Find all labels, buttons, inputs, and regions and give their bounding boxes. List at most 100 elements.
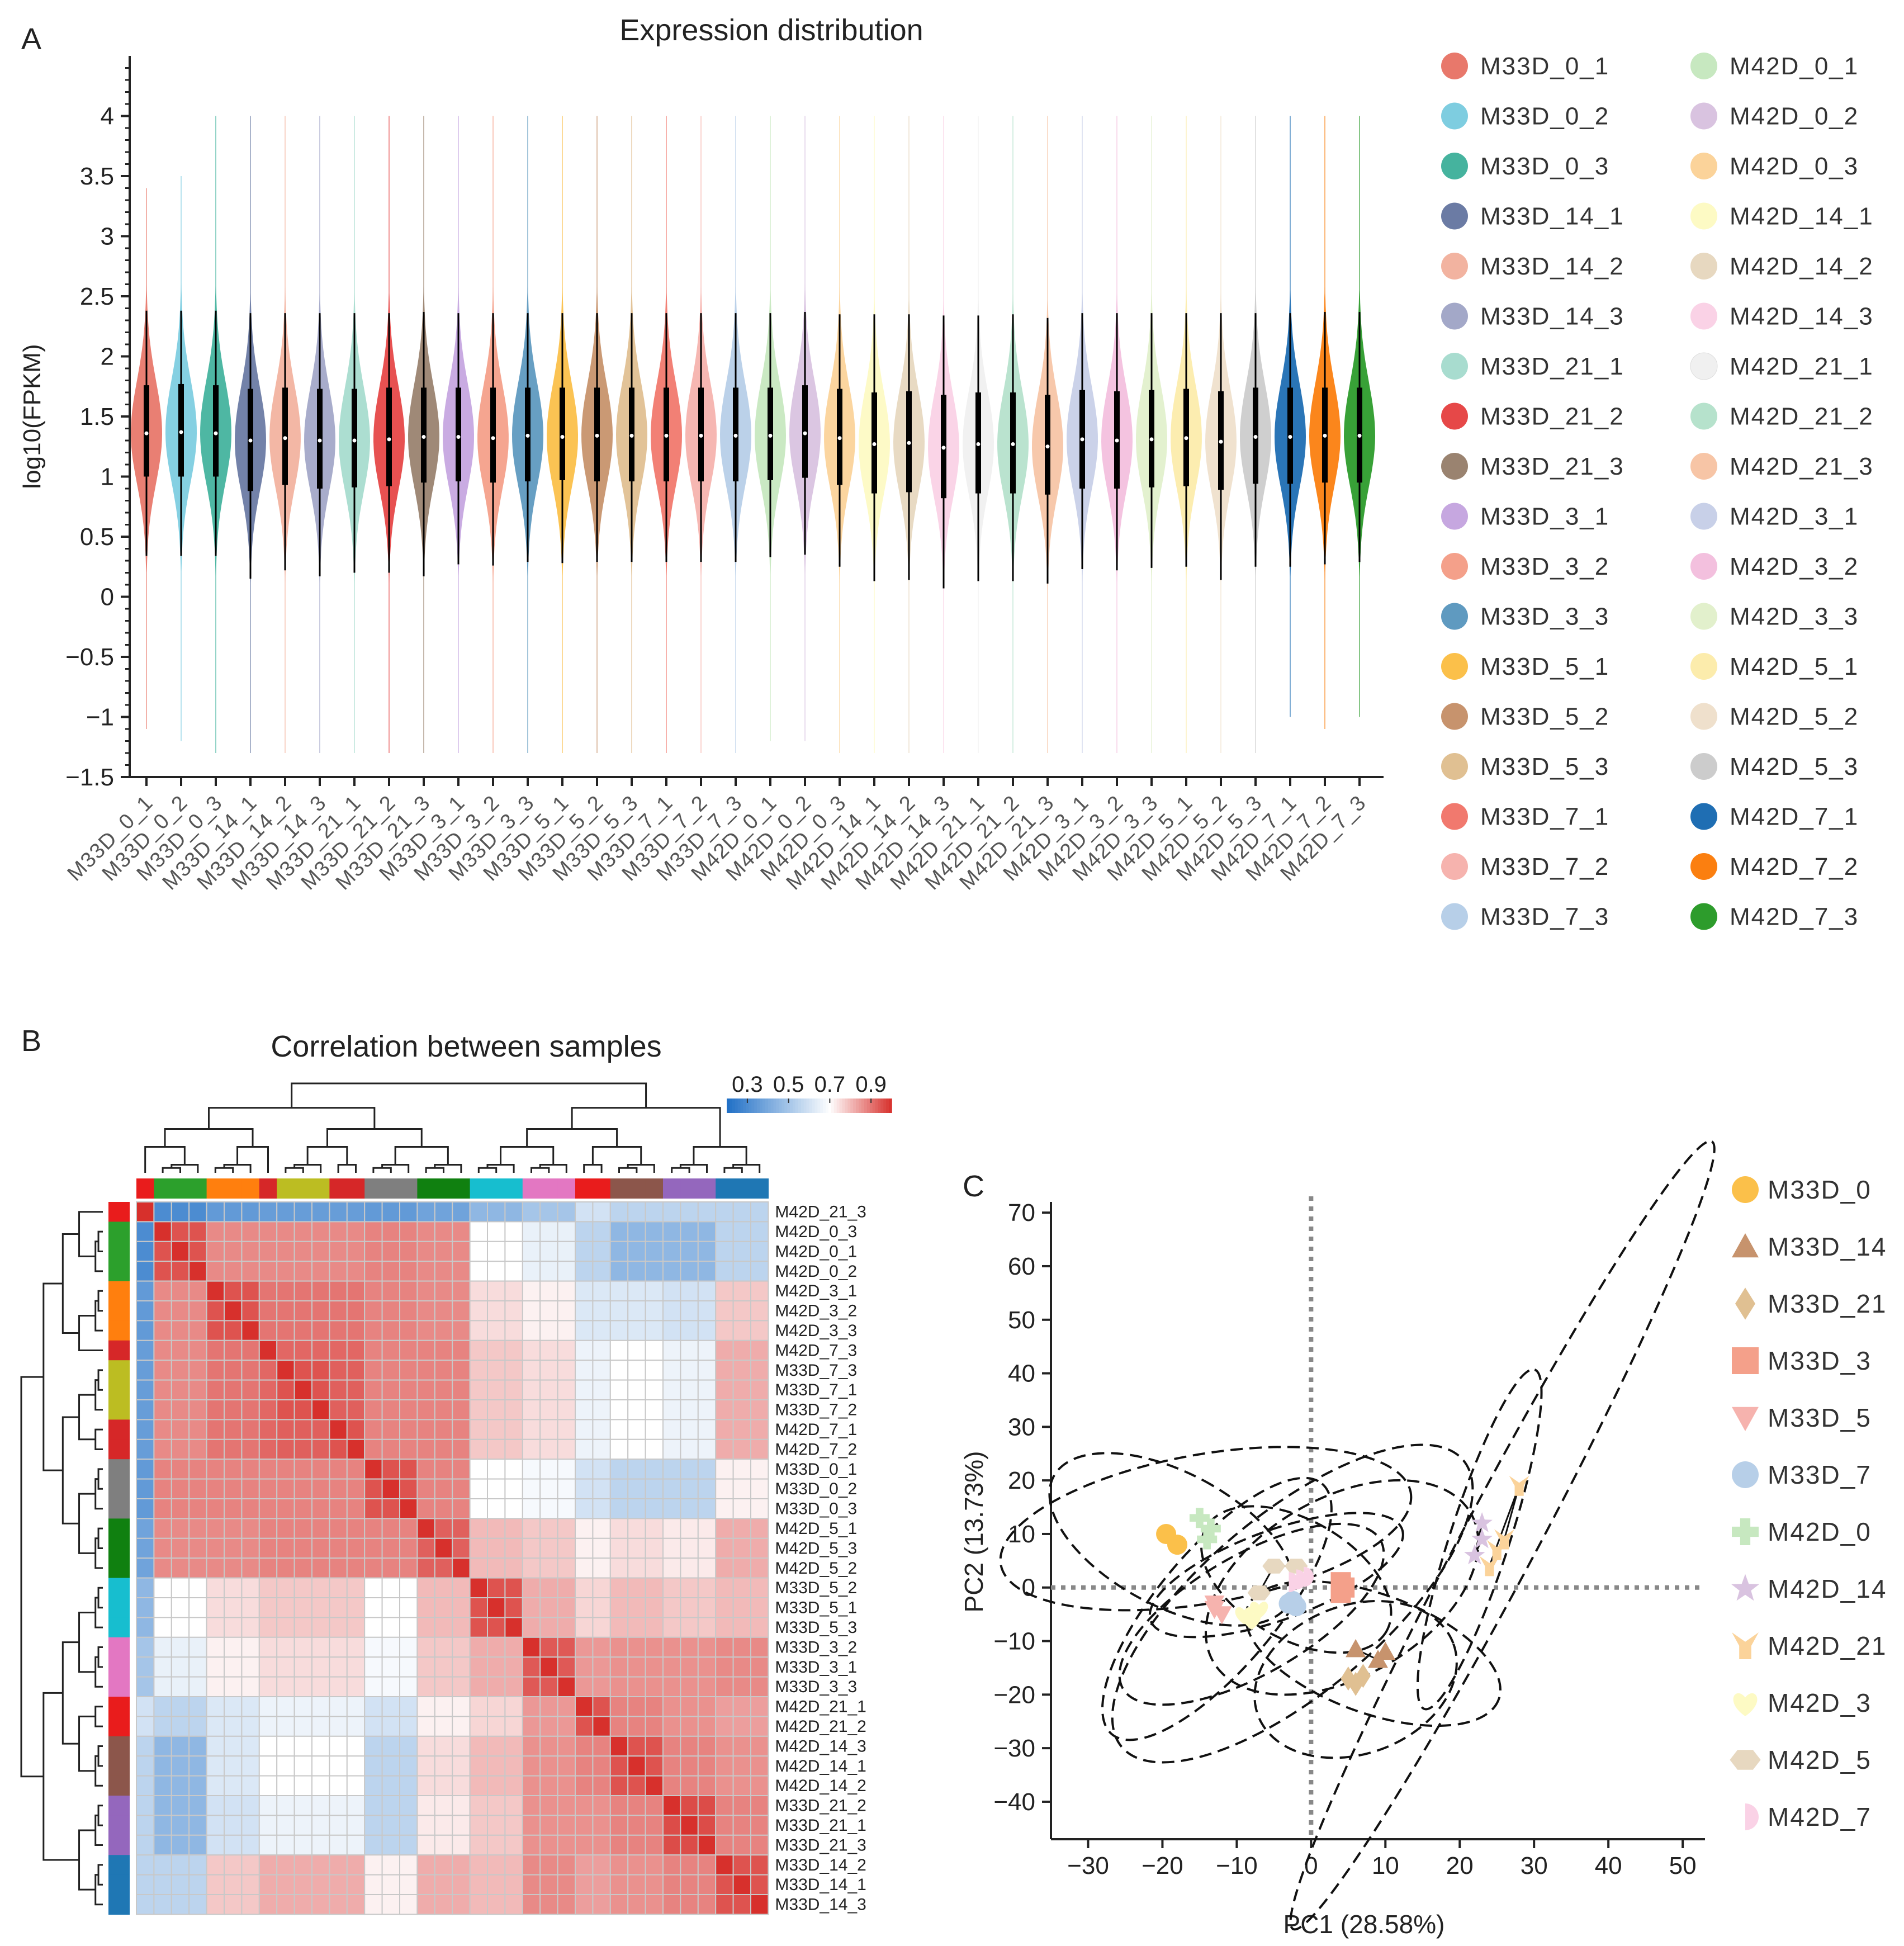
heatmap-cell	[487, 1419, 506, 1440]
violin-chart-title: Expression distribution	[619, 13, 923, 47]
colorbar-segment	[886, 1099, 889, 1113]
heatmap-cell	[153, 1240, 172, 1262]
pca-legend-marker-m33d-3	[1732, 1347, 1759, 1374]
heatmap-cell	[662, 1696, 681, 1717]
pca-x-axis-label: PC1 (28.58%)	[1283, 1910, 1445, 1939]
heatmap-cell	[627, 1240, 646, 1262]
heatmap-cell	[381, 1438, 400, 1460]
heatmap-cell	[276, 1498, 295, 1519]
heatmap-cell	[329, 1518, 348, 1539]
heatmap-cell	[381, 1478, 400, 1500]
legend-label-m33d-7-2: M33D_7_2	[1480, 853, 1609, 880]
heatmap-cell	[170, 1498, 190, 1519]
heatmap-cell	[293, 1735, 312, 1757]
heatmap-cell	[680, 1597, 699, 1618]
heatmap-cell	[224, 1656, 243, 1678]
heatmap-cell	[539, 1518, 558, 1539]
heatmap-cell	[662, 1676, 681, 1698]
heatmap-cell	[697, 1339, 717, 1361]
heatmap-cell	[662, 1360, 681, 1381]
heatmap-cell	[750, 1617, 769, 1638]
heatmap-cell	[258, 1557, 278, 1579]
heatmap-cell	[241, 1874, 260, 1896]
heatmap-group-bar-column	[540, 1178, 558, 1199]
heatmap-cell	[311, 1300, 330, 1322]
heatmap-cell	[715, 1656, 734, 1678]
heatmap-cell	[258, 1459, 278, 1480]
heatmap-cell	[715, 1438, 734, 1460]
heatmap-cell	[575, 1419, 594, 1440]
heatmap-group-bar-column	[277, 1178, 295, 1199]
heatmap-cell	[732, 1261, 751, 1282]
dendrogram-branch	[723, 1167, 743, 1173]
heatmap-cell	[381, 1221, 400, 1242]
heatmap-cell	[416, 1557, 435, 1579]
heatmap-cell	[434, 1696, 453, 1717]
heatmap-cell	[469, 1577, 488, 1599]
heatmap-cell	[381, 1795, 400, 1816]
heatmap-cell	[434, 1676, 453, 1698]
heatmap-cell	[452, 1834, 471, 1856]
legend-swatch-m33d-7-2	[1441, 853, 1468, 880]
legend-swatch-m42d-3-1	[1690, 503, 1717, 530]
heatmap-cell	[592, 1261, 611, 1282]
heatmap-cell	[575, 1498, 594, 1519]
heatmap-cell	[258, 1775, 278, 1797]
heatmap-cell	[188, 1478, 207, 1500]
heatmap-cell	[364, 1518, 383, 1539]
heatmap-cell	[416, 1339, 435, 1361]
dendrogram-branch	[679, 1163, 708, 1173]
heatmap-cell	[206, 1221, 225, 1242]
heatmap-cell	[206, 1795, 225, 1816]
heatmap-cell	[645, 1478, 664, 1500]
heatmap-cell	[662, 1755, 681, 1777]
pca-legend-marker-m42d-5	[1730, 1750, 1761, 1770]
heatmap-cell	[153, 1438, 172, 1460]
heatmap-cell	[452, 1339, 471, 1361]
heatmap-cell	[293, 1636, 312, 1658]
heatmap-cell	[329, 1874, 348, 1896]
heatmap-row-label: M33D_21_1	[775, 1816, 866, 1835]
violin-median-point	[456, 435, 461, 439]
heatmap-cell	[241, 1221, 260, 1242]
heatmap-cell	[487, 1399, 506, 1421]
heatmap-cell	[399, 1438, 418, 1460]
heatmap-cell	[487, 1360, 506, 1381]
heatmap-cell	[258, 1656, 278, 1678]
heatmap-cell	[750, 1379, 769, 1401]
legend-label-m33d-3-3: M33D_3_3	[1480, 603, 1609, 631]
heatmap-cell	[224, 1280, 243, 1302]
heatmap-cell	[732, 1795, 751, 1816]
heatmap-cell	[469, 1676, 488, 1698]
pca-point-m42d-0	[1200, 1518, 1221, 1539]
heatmap-cell	[170, 1261, 190, 1282]
heatmap-cell	[522, 1438, 541, 1460]
violin-median-point	[387, 437, 391, 442]
heatmap-cell	[697, 1617, 717, 1638]
heatmap-cell	[258, 1537, 278, 1559]
heatmap-cell	[416, 1240, 435, 1262]
legend-swatch-m33d-0-3	[1441, 153, 1468, 179]
heatmap-cell	[381, 1617, 400, 1638]
pca-x-tick-label: −30	[1067, 1852, 1109, 1879]
heatmap-cell	[592, 1854, 611, 1876]
violin-y-tick-label: −1	[86, 704, 114, 731]
heatmap-cell	[539, 1379, 558, 1401]
heatmap-cell	[662, 1498, 681, 1519]
heatmap-cell	[188, 1577, 207, 1599]
heatmap-row-label: M42D_14_2	[775, 1777, 866, 1795]
heatmap-cell	[153, 1577, 172, 1599]
violin-median-point	[525, 433, 530, 438]
heatmap-cell	[170, 1815, 190, 1836]
heatmap-cell	[416, 1300, 435, 1322]
heatmap-cell	[346, 1379, 366, 1401]
heatmap-cell	[434, 1874, 453, 1896]
heatmap-cell	[153, 1419, 172, 1440]
heatmap-cell	[609, 1755, 629, 1777]
dendrogram-branch	[78, 1715, 96, 1772]
heatmap-cell	[364, 1320, 383, 1341]
heatmap-cell	[469, 1656, 488, 1678]
heatmap-cell	[258, 1577, 278, 1599]
heatmap-group-bar-row	[108, 1657, 130, 1678]
heatmap-cell	[170, 1854, 190, 1876]
